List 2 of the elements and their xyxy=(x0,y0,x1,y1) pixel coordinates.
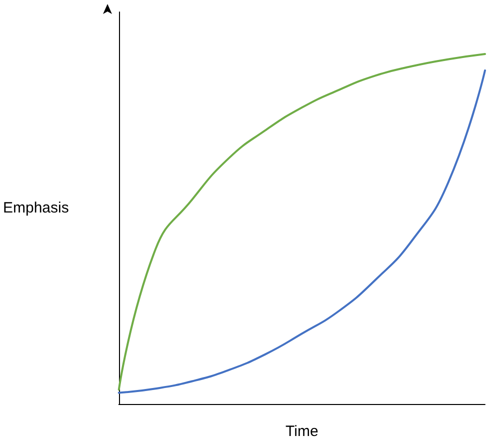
x-axis-title: Time xyxy=(286,423,318,440)
y-axis-title: Emphasis xyxy=(3,200,69,216)
